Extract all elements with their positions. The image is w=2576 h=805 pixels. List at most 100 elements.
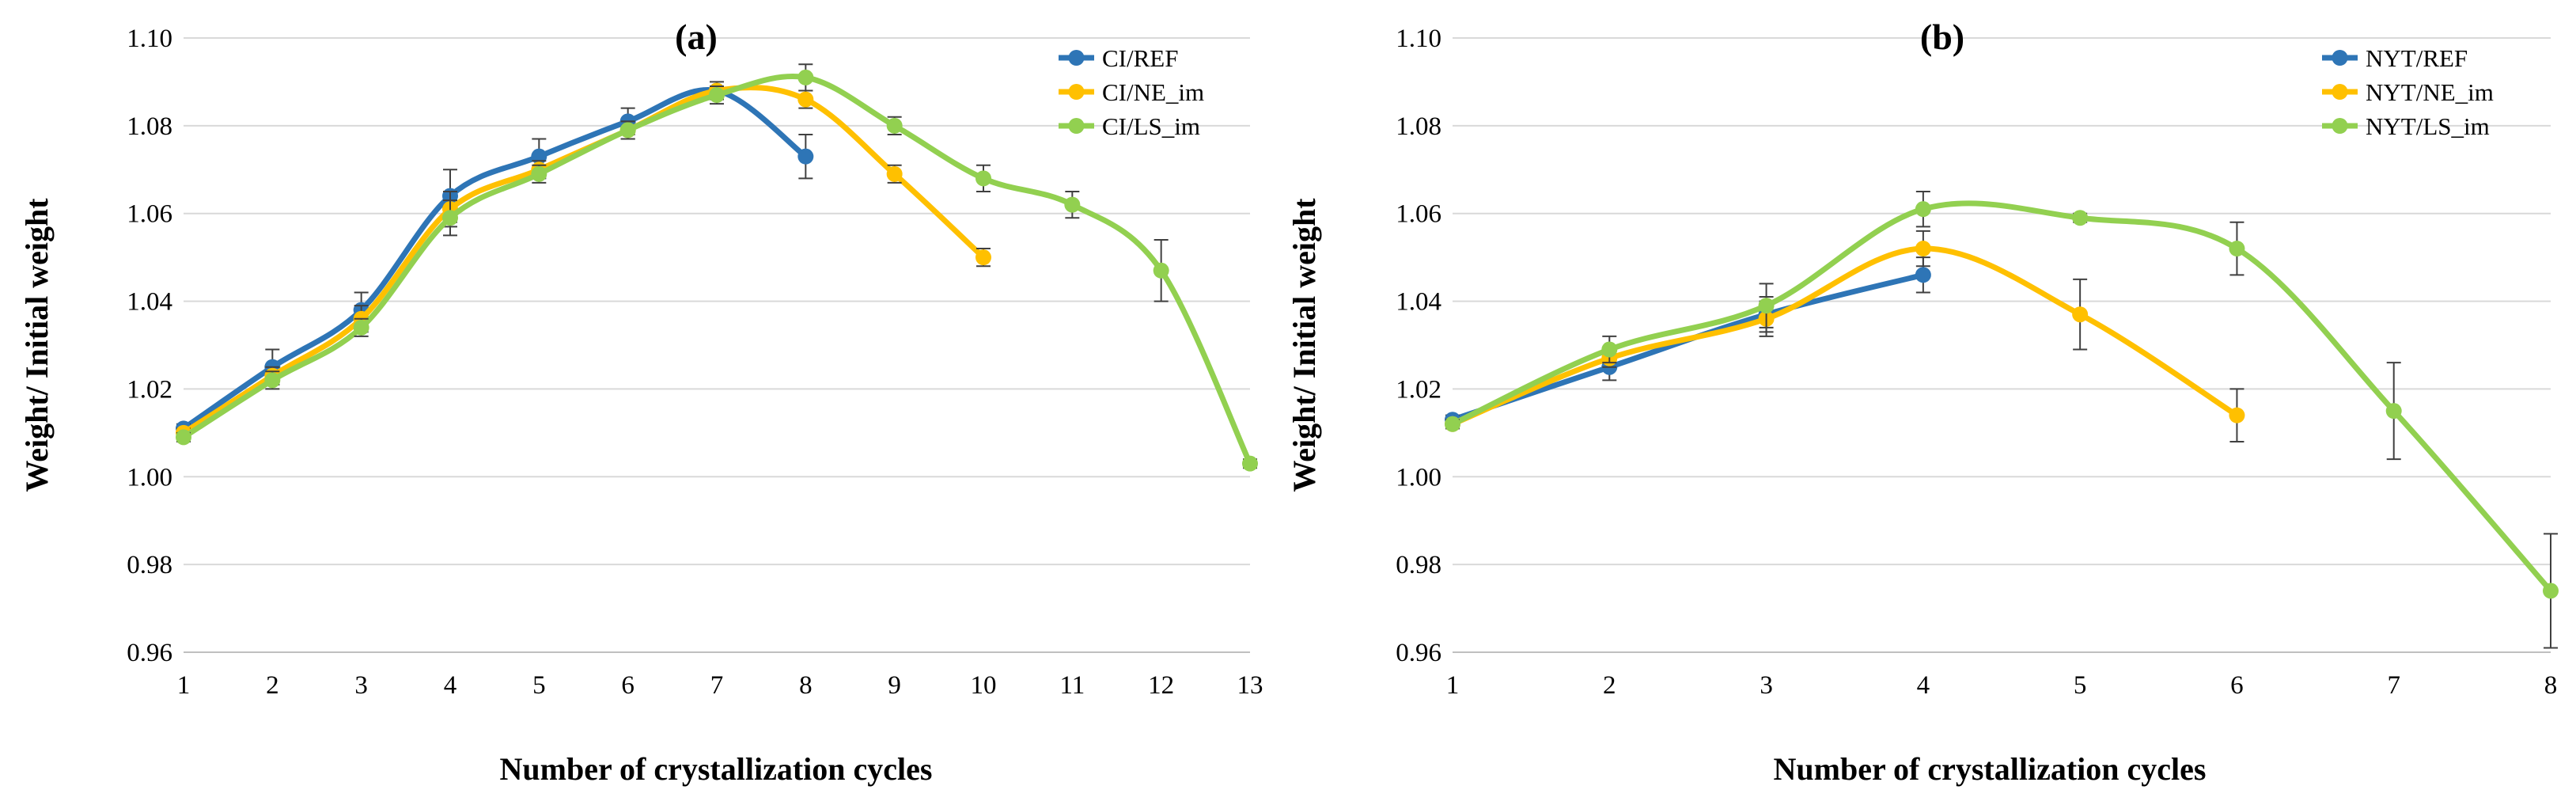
data-point — [2229, 407, 2245, 423]
x-tick-label: 3 — [354, 671, 368, 700]
data-point — [264, 372, 281, 389]
data-point — [531, 165, 547, 182]
y-tick-label: 1.00 — [127, 463, 172, 492]
series-NYT/LS_im — [1445, 191, 2559, 649]
data-point — [1153, 262, 1169, 279]
y-tick-label: 0.96 — [1396, 639, 1441, 667]
x-tick-label: 1 — [177, 671, 191, 700]
y-tick-label: 1.06 — [1396, 200, 1441, 229]
data-point — [1242, 455, 1258, 472]
y-tick-label: 1.02 — [1396, 375, 1441, 404]
data-point — [886, 117, 903, 134]
x-tick-label: 5 — [532, 671, 546, 700]
data-point — [1601, 341, 1618, 358]
data-point — [1915, 267, 1931, 283]
y-tick-label: 1.00 — [1396, 463, 1441, 492]
y-axis-label: Weight/ Initial weight — [19, 198, 55, 492]
x-tick-label: 10 — [971, 671, 997, 700]
data-point — [886, 165, 903, 182]
legend-entry: CI/REF — [1059, 44, 1178, 72]
x-tick-label: 8 — [2544, 671, 2558, 700]
data-point — [2072, 210, 2089, 226]
data-point — [176, 429, 191, 446]
y-tick-label: 1.08 — [127, 112, 172, 141]
y-tick-label: 0.98 — [127, 551, 172, 579]
series-NYT/NE_im — [1445, 230, 2245, 442]
chart-title: (a) — [675, 17, 718, 57]
data-point — [797, 148, 814, 165]
legend-marker — [2332, 50, 2348, 66]
series-CI/LS_im — [176, 63, 1258, 472]
data-point — [2072, 306, 2089, 323]
data-point — [797, 91, 814, 108]
data-point — [797, 69, 814, 85]
x-tick-label: 4 — [1917, 671, 1930, 700]
data-point — [442, 210, 458, 226]
data-point — [975, 170, 991, 187]
x-tick-label: 8 — [799, 671, 813, 700]
x-tick-label: 1 — [1446, 671, 1460, 700]
legend-label: CI/NE_im — [1102, 78, 1204, 106]
y-tick-label: 1.04 — [127, 288, 172, 317]
x-tick-label: 3 — [1760, 671, 1773, 700]
data-point — [1915, 201, 1931, 218]
x-tick-label: 5 — [2074, 671, 2087, 700]
x-tick-label: 9 — [888, 671, 901, 700]
legend-label: CI/REF — [1102, 44, 1178, 72]
y-tick-label: 0.96 — [127, 639, 172, 667]
legend-marker — [2332, 84, 2348, 100]
x-tick-label: 2 — [266, 671, 279, 700]
data-point — [1445, 416, 1460, 432]
x-tick-label: 13 — [1237, 671, 1263, 700]
y-tick-label: 1.04 — [1396, 288, 1441, 317]
data-point — [709, 87, 725, 104]
data-point — [2385, 403, 2402, 420]
legend-label: NYT/REF — [2366, 44, 2468, 72]
chart-panel-b: 0.96 0.98 1.00 1.02 1.04 1.06 1.08 1.10 1 2 3 4 5 6 7 8… — [1286, 17, 2559, 787]
y-tick-label: 1.02 — [127, 375, 172, 404]
legend-marker — [1068, 118, 1085, 134]
series-NYT/REF — [1445, 256, 1931, 428]
legend-entry: NYT/NE_im — [2322, 78, 2494, 106]
data-point — [353, 319, 369, 336]
data-point — [1758, 298, 1775, 314]
legend-marker — [1068, 84, 1085, 100]
x-tick-label: 6 — [2230, 671, 2244, 700]
x-axis-label: Number of crystallization cycles — [1774, 751, 2207, 787]
legend-marker — [2332, 118, 2348, 134]
data-point — [619, 122, 636, 139]
series-line — [1449, 200, 2554, 594]
legend-marker — [1068, 50, 1085, 66]
x-tick-label: 12 — [1148, 671, 1174, 700]
x-tick-label: 6 — [621, 671, 635, 700]
series-line — [1449, 245, 2240, 427]
x-tick-label: 7 — [710, 671, 724, 700]
y-tick-label: 1.08 — [1396, 112, 1441, 141]
legend-entry: NYT/LS_im — [2322, 112, 2490, 140]
series-line — [1449, 271, 1926, 423]
y-tick-label: 1.06 — [127, 200, 172, 229]
data-point — [1064, 196, 1081, 213]
y-tick-label: 1.10 — [1396, 25, 1441, 53]
data-point — [2543, 583, 2559, 599]
x-axis-label: Number of crystallization cycles — [500, 751, 933, 787]
legend-entry: CI/LS_im — [1059, 112, 1200, 140]
y-tick-label: 1.10 — [127, 25, 172, 53]
legend-entry: NYT/REF — [2322, 44, 2468, 72]
chart-title: (b) — [1920, 17, 1964, 57]
legend-entry: CI/NE_im — [1059, 78, 1204, 106]
x-tick-label: 11 — [1059, 671, 1085, 700]
legend-label: CI/LS_im — [1102, 112, 1200, 140]
data-point — [975, 249, 991, 266]
data-point — [2229, 241, 2245, 257]
legend-label: NYT/LS_im — [2366, 112, 2490, 140]
series-line — [180, 74, 1253, 467]
x-tick-label: 2 — [1603, 671, 1616, 700]
legend-label: NYT/NE_im — [2366, 78, 2494, 106]
data-point — [1915, 241, 1931, 257]
y-tick-label: 0.98 — [1396, 551, 1441, 579]
y-axis-label: Weight/ Initial weight — [1286, 198, 1322, 492]
x-tick-label: 7 — [2387, 671, 2400, 700]
